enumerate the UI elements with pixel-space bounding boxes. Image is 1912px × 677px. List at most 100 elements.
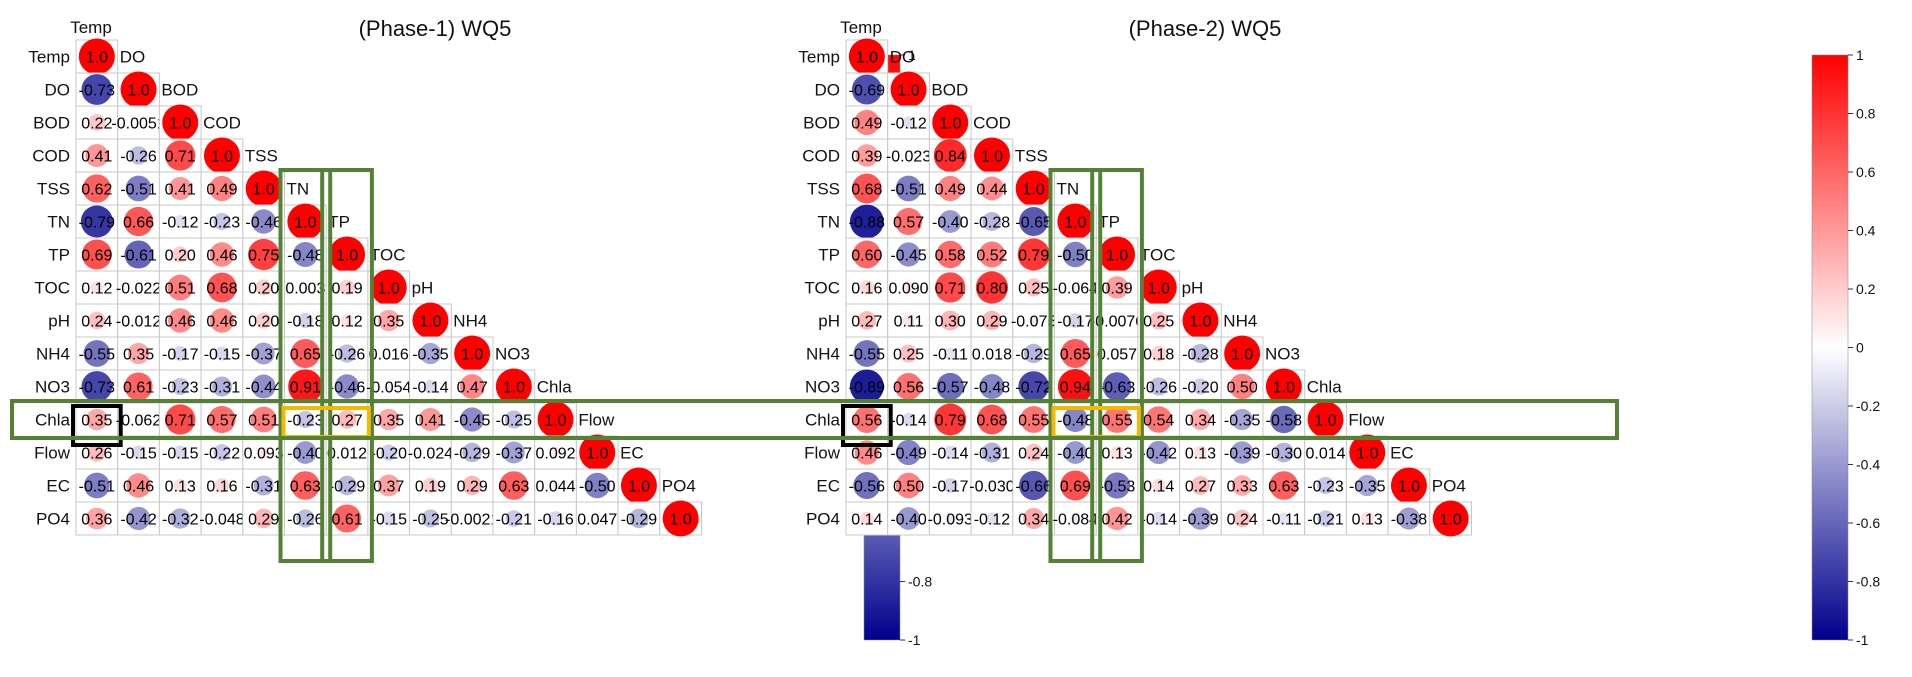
correlation-value: 1.0	[1273, 380, 1295, 397]
correlation-circle	[937, 175, 963, 202]
correlation-circle	[418, 407, 442, 432]
correlation-circle	[1145, 406, 1172, 433]
correlation-value: 0.69	[1060, 479, 1091, 496]
correlation-value: 0.49	[851, 116, 882, 133]
correlation-value: -0.21	[1307, 512, 1344, 529]
correlation-value: -0.16	[537, 512, 574, 529]
correlation-value: 0.014	[1306, 446, 1346, 463]
correlation-circle	[1102, 372, 1132, 401]
row-label-PO4: PO4	[806, 510, 840, 529]
correlation-circle	[975, 271, 1009, 304]
correlation-circle	[253, 508, 274, 529]
correlation-value: 0.71	[165, 149, 196, 166]
correlation-circle	[895, 439, 922, 466]
colorbar-tick-label: 0.4	[1856, 223, 1876, 239]
row-label-pH: pH	[818, 312, 840, 331]
correlation-circle	[251, 209, 276, 234]
correlation-value: -0.29	[621, 512, 658, 529]
correlation-circle	[213, 212, 231, 231]
correlation-circle	[1060, 470, 1091, 501]
correlation-circle	[370, 269, 407, 306]
correlation-value: -0.022	[116, 281, 161, 298]
correlation-circle	[1110, 446, 1124, 459]
correlation-value: 1.0	[86, 50, 108, 67]
correlation-value: -0.40	[1057, 446, 1094, 463]
correlation-value: 0.68	[976, 413, 1007, 430]
correlation-circle	[209, 175, 235, 202]
temp-chla-highlight	[841, 404, 893, 447]
correlation-value: -0.18	[287, 314, 324, 331]
correlation-value: 1.0	[169, 116, 191, 133]
correlation-circle	[932, 104, 969, 141]
correlation-value: 0.39	[851, 149, 882, 166]
correlation-circle	[1140, 269, 1177, 306]
correlation-circle	[1017, 238, 1050, 271]
correlation-value: 0.044	[536, 479, 576, 496]
correlation-value: -0.093	[928, 512, 973, 529]
correlation-circle	[253, 475, 274, 496]
correlation-circle	[332, 504, 362, 533]
col-label-Chla: Chla	[537, 378, 573, 397]
row-label-TSS: TSS	[807, 180, 840, 199]
row-label-NO3: NO3	[35, 378, 70, 397]
correlation-value: -0.32	[162, 512, 199, 529]
correlation-value: -0.17	[1057, 314, 1094, 331]
correlation-value: 0.58	[935, 248, 966, 265]
correlation-value: 0.24	[81, 314, 112, 331]
correlation-value: 0.16	[206, 479, 237, 496]
correlation-value: 0.52	[976, 248, 1007, 265]
correlation-circle	[378, 309, 400, 332]
correlation-circle	[90, 281, 104, 294]
row-label-NO3: NO3	[805, 378, 840, 397]
correlation-circle	[899, 344, 918, 363]
correlation-value: -0.29	[1015, 347, 1052, 364]
correlation-value: -0.14	[890, 413, 927, 430]
correlation-value: -0.26	[287, 512, 324, 529]
correlation-circle	[131, 445, 146, 460]
row-label-DO: DO	[815, 81, 841, 100]
correlation-circle	[905, 152, 912, 159]
correlation-value: 0.46	[123, 479, 154, 496]
correlation-value: 1.0	[670, 512, 692, 529]
correlation-value: 0.54	[1143, 413, 1174, 430]
correlation-value: -0.39	[1182, 512, 1219, 529]
correlation-value: 0.012	[327, 446, 367, 463]
correlation-circle	[1020, 406, 1047, 433]
correlation-value: -0.51	[890, 182, 927, 199]
correlation-circle	[337, 344, 357, 363]
correlation-circle	[579, 434, 616, 471]
correlation-circle	[1189, 507, 1212, 530]
correlation-circle	[88, 114, 106, 131]
correlation-value: 1.0	[939, 116, 961, 133]
correlation-value: 0.47	[457, 380, 488, 397]
correlation-value: 0.57	[206, 413, 237, 430]
correlation-circle	[848, 38, 885, 75]
correlation-circle	[1067, 313, 1083, 328]
colorbar-tick-label: 0	[1856, 340, 1864, 356]
correlation-value: -0.42	[120, 512, 157, 529]
correlation-circle	[894, 207, 923, 236]
correlation-value: 0.46	[206, 248, 237, 265]
correlation-circle	[629, 508, 649, 529]
correlation-circle	[853, 406, 881, 433]
correlation-value: 1.0	[461, 347, 483, 364]
correlation-value: -0.58	[1266, 413, 1303, 430]
correlation-circle	[381, 511, 396, 526]
correlation-circle	[1231, 408, 1253, 431]
colorbar-tick-label: -1	[1856, 632, 1869, 648]
correlation-value: -0.28	[974, 215, 1011, 232]
correlation-circle	[208, 405, 236, 434]
col-label-PO4: PO4	[1432, 477, 1466, 496]
correlation-circle	[460, 407, 485, 432]
correlation-value: -0.29	[329, 479, 366, 496]
correlation-value: 0.25	[1018, 281, 1049, 298]
correlation-circle	[903, 282, 914, 293]
correlation-value: -0.084	[1053, 512, 1098, 529]
row-label-Temp: Temp	[798, 48, 840, 67]
correlation-circle	[470, 516, 475, 521]
col-label-Flow: Flow	[578, 411, 615, 430]
correlation-circle	[1023, 508, 1045, 529]
correlation-circle	[255, 279, 272, 296]
colorbar-tick-label: 1	[908, 47, 916, 63]
